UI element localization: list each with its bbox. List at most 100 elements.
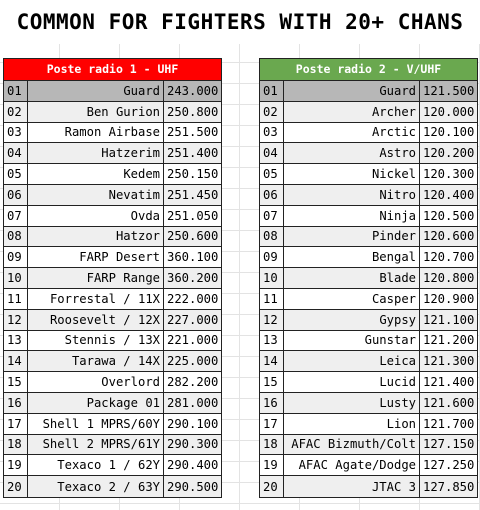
channel-frequency: 290.500 bbox=[167, 479, 219, 494]
table-row: 17 Lion 121.700 bbox=[260, 413, 477, 435]
channel-name: Archer bbox=[284, 101, 420, 122]
table-row: 07 Ninja 120.500 bbox=[260, 205, 477, 227]
table-row: 14 Leica 121.300 bbox=[260, 351, 477, 373]
channel-frequency: 227.000 bbox=[167, 312, 219, 327]
table-row: 15 Lucid 121.400 bbox=[260, 372, 477, 393]
table-row: 16 Lusty 121.600 bbox=[260, 392, 477, 414]
radio1-rows: 01 Guard 243.000 02 Ben Gurion 250.800 03 Ramon… bbox=[4, 81, 221, 497]
channel-number: 10 bbox=[260, 268, 284, 288]
channel-frequency: 360.200 bbox=[167, 271, 219, 286]
channel-name: Arctic bbox=[284, 122, 420, 143]
channel-name: Ben Gurion bbox=[28, 101, 164, 122]
table-row: 06 Nevatim 251.450 bbox=[4, 184, 221, 206]
table-row: 02 Ben Gurion 250.800 bbox=[4, 101, 221, 123]
channel-frequency: 120.000 bbox=[423, 104, 475, 119]
table-row: 05 Nickel 120.300 bbox=[260, 164, 477, 185]
channel-frequency: 120.900 bbox=[423, 291, 475, 306]
channel-number: 10 bbox=[4, 268, 28, 288]
table-row: 12 Gypsy 121.100 bbox=[260, 309, 477, 331]
channel-frequency: 360.100 bbox=[167, 250, 219, 265]
page-title: COMMON FOR FIGHTERS WITH 20+ CHANS bbox=[0, 0, 480, 44]
channel-number: 11 bbox=[260, 288, 284, 309]
channel-number: 03 bbox=[4, 122, 28, 143]
table-row: 04 Hatzerim 251.400 bbox=[4, 143, 221, 165]
channel-name: Bengal bbox=[284, 247, 420, 268]
channel-frequency: 225.000 bbox=[167, 354, 219, 369]
channel-name: Stennis / 13X bbox=[28, 330, 164, 351]
channel-frequency: 221.000 bbox=[167, 333, 219, 348]
radio1-table: Poste radio 1 - UHF 01 Guard 243.000 02 Ben … bbox=[3, 58, 222, 498]
channel-frequency: 251.400 bbox=[167, 146, 219, 161]
table-row: 06 Nitro 120.400 bbox=[260, 184, 477, 206]
channel-number: 01 bbox=[4, 81, 28, 101]
channel-name: Lucid bbox=[284, 372, 420, 392]
channel-name: AFAC Agate/Dodge bbox=[284, 455, 420, 476]
channel-number: 17 bbox=[260, 413, 284, 434]
channel-name: Gypsy bbox=[284, 309, 420, 330]
channel-name: Roosevelt / 12X bbox=[28, 309, 164, 330]
table-row: 11 Forrestal / 11X 222.000 bbox=[4, 288, 221, 310]
channel-frequency: 120.600 bbox=[423, 229, 475, 244]
channel-frequency: 250.150 bbox=[167, 167, 219, 182]
channel-name: Texaco 1 / 62Y bbox=[28, 455, 164, 476]
channel-number: 09 bbox=[260, 247, 284, 268]
channel-number: 04 bbox=[260, 143, 284, 164]
channel-frequency: 120.100 bbox=[423, 125, 475, 140]
channel-frequency: 121.400 bbox=[423, 375, 475, 390]
channel-name: Tarawa / 14X bbox=[28, 351, 164, 372]
channel-name: Astro bbox=[284, 143, 420, 164]
channel-number: 08 bbox=[4, 226, 28, 247]
channel-frequency: 120.700 bbox=[423, 250, 475, 265]
table-row: 04 Astro 120.200 bbox=[260, 143, 477, 165]
channel-number: 06 bbox=[4, 184, 28, 205]
table-row: 03 Ramon Airbase 251.500 bbox=[4, 122, 221, 144]
channel-number: 05 bbox=[4, 164, 28, 184]
channel-frequency: 120.300 bbox=[423, 167, 475, 182]
channel-name: Overlord bbox=[28, 372, 164, 392]
channel-frequency: 121.600 bbox=[423, 395, 475, 410]
channel-number: 13 bbox=[4, 330, 28, 351]
channel-frequency: 243.000 bbox=[167, 83, 219, 98]
channel-number: 06 bbox=[260, 184, 284, 205]
table-row: 11 Casper 120.900 bbox=[260, 288, 477, 310]
table-row: 15 Overlord 282.200 bbox=[4, 372, 221, 393]
table-row: 01 Guard 243.000 bbox=[4, 81, 221, 102]
channel-number: 18 bbox=[260, 434, 284, 455]
channel-frequency: 127.250 bbox=[423, 458, 475, 473]
channel-frequency: 121.100 bbox=[423, 312, 475, 327]
table-row: 10 Blade 120.800 bbox=[260, 268, 477, 289]
channel-name: Nickel bbox=[284, 164, 420, 184]
table-row: 20 Texaco 2 / 63Y 290.500 bbox=[4, 476, 221, 497]
channel-frequency: 120.400 bbox=[423, 187, 475, 202]
channel-name: Ninja bbox=[284, 205, 420, 226]
channel-frequency: 121.700 bbox=[423, 416, 475, 431]
channel-frequency: 120.500 bbox=[423, 208, 475, 223]
channel-frequency: 127.150 bbox=[423, 437, 475, 452]
channel-number: 03 bbox=[260, 122, 284, 143]
table-row: 09 FARP Desert 360.100 bbox=[4, 247, 221, 269]
channel-frequency: 282.200 bbox=[167, 375, 219, 390]
radio2-rows: 01 Guard 121.500 02 Archer 120.000 03 Arctic 120… bbox=[260, 81, 477, 497]
channel-number: 12 bbox=[4, 309, 28, 330]
channel-name: JTAC 3 bbox=[284, 476, 420, 497]
table-row: 02 Archer 120.000 bbox=[260, 101, 477, 123]
channel-name: Shell 2 MPRS/61Y bbox=[28, 434, 164, 455]
channel-frequency: 127.850 bbox=[423, 479, 475, 494]
channel-frequency: 251.450 bbox=[167, 187, 219, 202]
channel-name: Kedem bbox=[28, 164, 164, 184]
radio2-header: Poste radio 2 - V/UHF bbox=[260, 59, 477, 81]
channel-number: 01 bbox=[260, 81, 284, 101]
channel-name: Forrestal / 11X bbox=[28, 288, 164, 309]
channel-name: Lusty bbox=[284, 392, 420, 413]
channel-name: Ramon Airbase bbox=[28, 122, 164, 143]
channel-name: Shell 1 MPRS/60Y bbox=[28, 413, 164, 434]
channel-name: Package 01 bbox=[28, 392, 164, 413]
channel-name: Gunstar bbox=[284, 330, 420, 351]
channel-frequency: 121.500 bbox=[423, 83, 475, 98]
channel-number: 13 bbox=[260, 330, 284, 351]
channel-name: Guard bbox=[284, 81, 420, 101]
table-row: 19 Texaco 1 / 62Y 290.400 bbox=[4, 455, 221, 477]
channel-name: AFAC Bizmuth/Colt bbox=[284, 434, 420, 455]
channel-name: Lion bbox=[284, 413, 420, 434]
channel-frequency: 120.800 bbox=[423, 271, 475, 286]
